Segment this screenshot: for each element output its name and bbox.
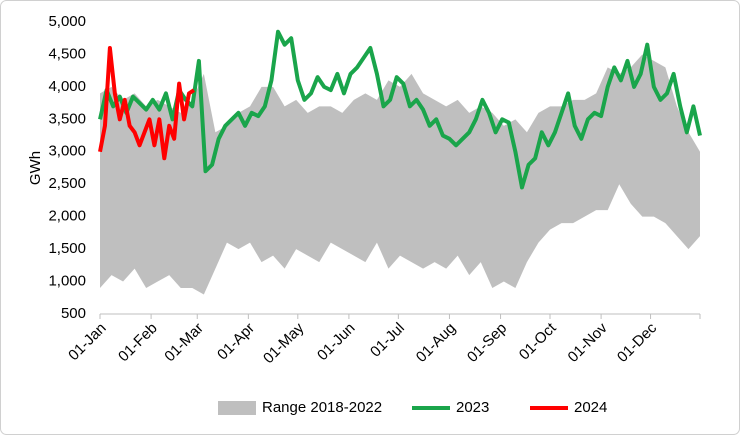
- series-line: [98, 45, 196, 161]
- legend-label: 2024: [574, 399, 607, 416]
- series-line: [98, 29, 702, 190]
- y-tick-label: 4,500: [48, 45, 86, 62]
- y-tick-label: 1,000: [48, 273, 86, 290]
- y-tick-label: 5,000: [48, 13, 86, 30]
- y-tick-label: 4,000: [48, 78, 86, 95]
- legend-label: Range 2018-2022: [262, 399, 382, 416]
- y-tick-label: 2,500: [48, 175, 86, 192]
- y-tick-label: 3,500: [48, 110, 86, 127]
- y-tick-label: 2,000: [48, 208, 86, 225]
- legend-swatch: [218, 401, 256, 415]
- y-tick-label: 3,000: [48, 143, 86, 160]
- legend-label: 2023: [456, 399, 489, 416]
- y-tick-label: 1,500: [48, 240, 86, 257]
- y-tick-label: 500: [61, 305, 86, 322]
- y-axis-label: GWh: [27, 151, 44, 185]
